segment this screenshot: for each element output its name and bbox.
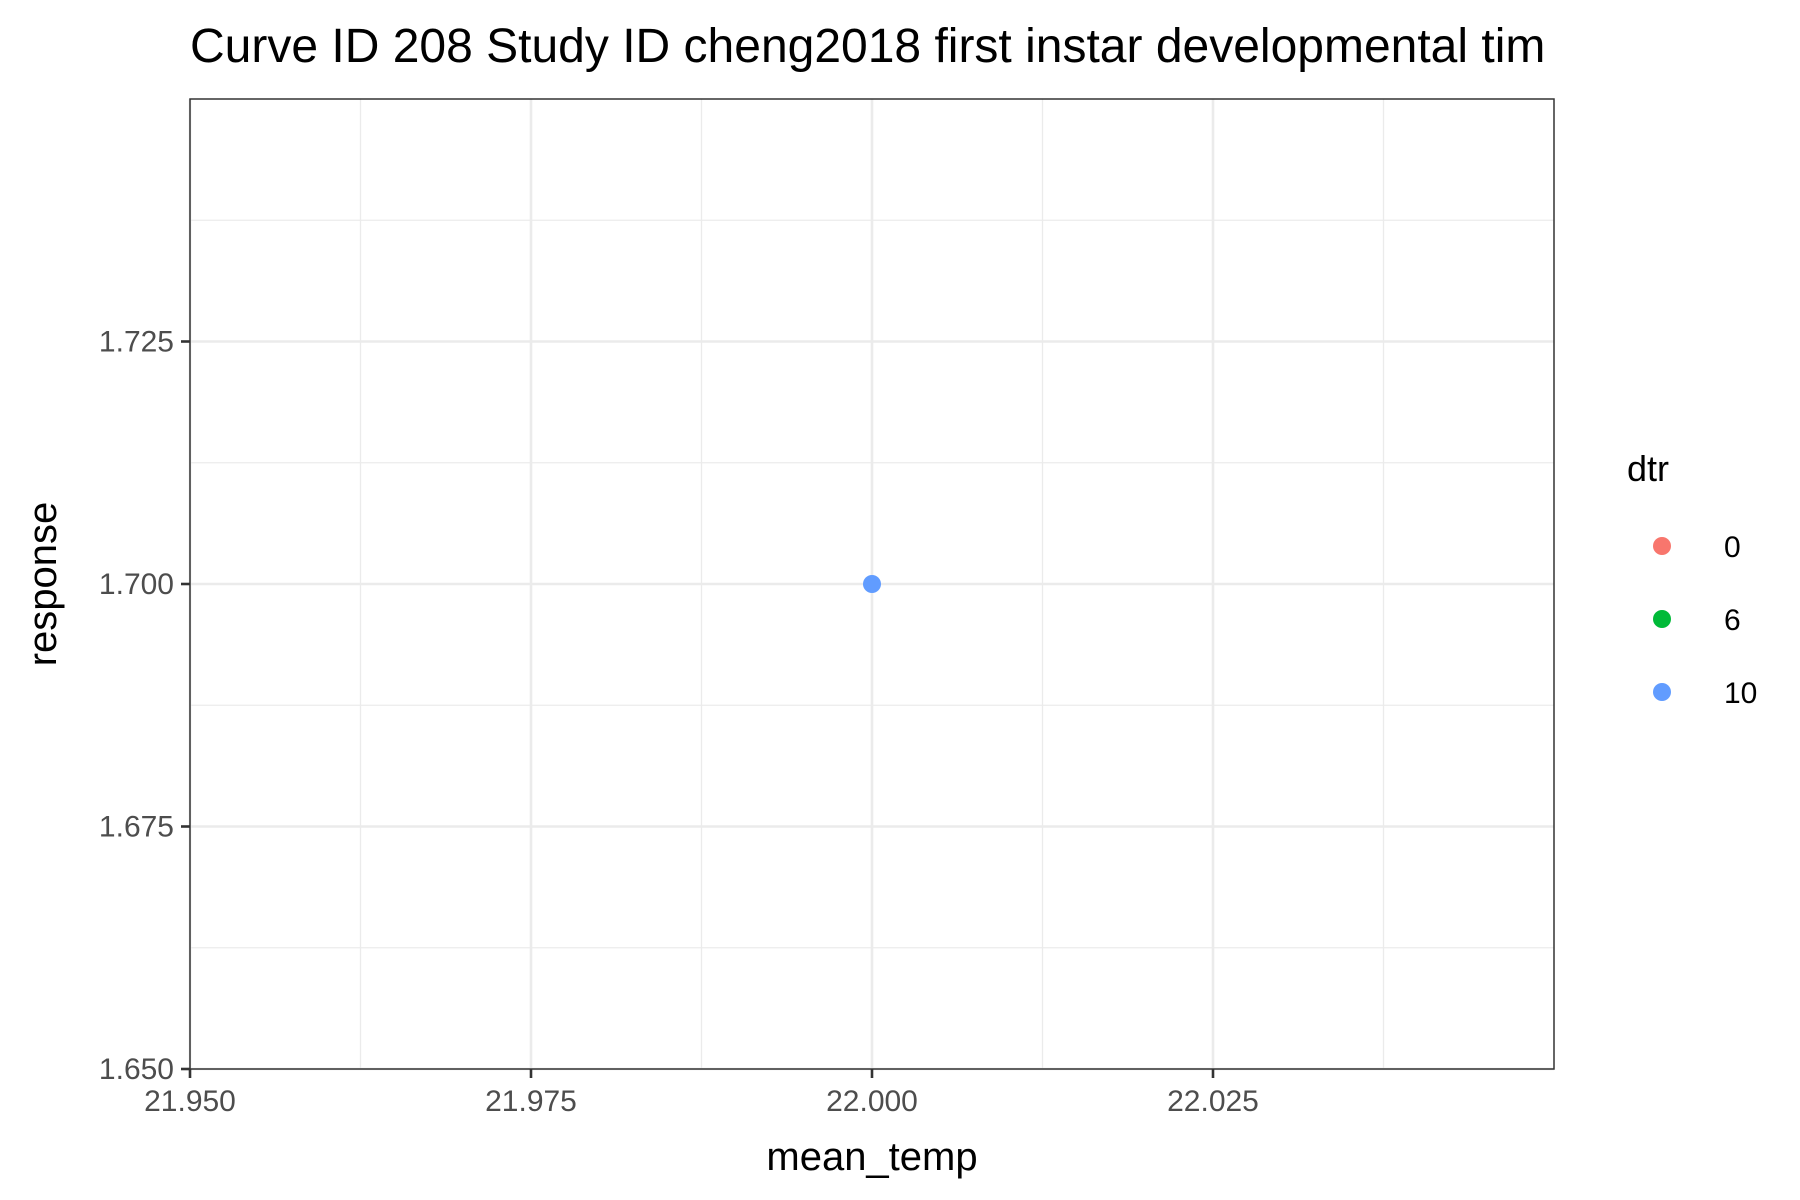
x-tick-label: 22.000	[826, 1085, 918, 1118]
y-tick-label: 1.675	[99, 811, 174, 844]
y-tick-label: 1.700	[99, 568, 174, 601]
legend-key	[1653, 537, 1671, 555]
y-tick-label: 1.725	[99, 326, 174, 359]
legend-label: 0	[1724, 531, 1741, 564]
x-tick-label: 21.950	[144, 1085, 236, 1118]
legend-title: dtr	[1627, 448, 1669, 489]
y-axis: 1.650 1.675 1.700 1.725	[99, 326, 190, 1086]
x-axis: 21.950 21.975 22.000 22.025	[144, 1069, 1259, 1118]
y-axis-title: response	[21, 502, 65, 667]
legend-label: 10	[1724, 677, 1757, 710]
chart-title: Curve ID 208 Study ID cheng2018 first in…	[190, 20, 1545, 73]
x-tick-label: 22.025	[1167, 1085, 1259, 1118]
legend-key	[1653, 610, 1671, 628]
legend: dtr 0 6 10	[1627, 448, 1757, 710]
legend-key	[1653, 683, 1671, 701]
data-point	[863, 575, 881, 593]
x-tick-label: 21.975	[485, 1085, 577, 1118]
legend-label: 6	[1724, 604, 1741, 637]
x-axis-title: mean_temp	[766, 1135, 977, 1179]
data-points	[863, 575, 881, 593]
y-tick-label: 1.650	[99, 1053, 174, 1086]
